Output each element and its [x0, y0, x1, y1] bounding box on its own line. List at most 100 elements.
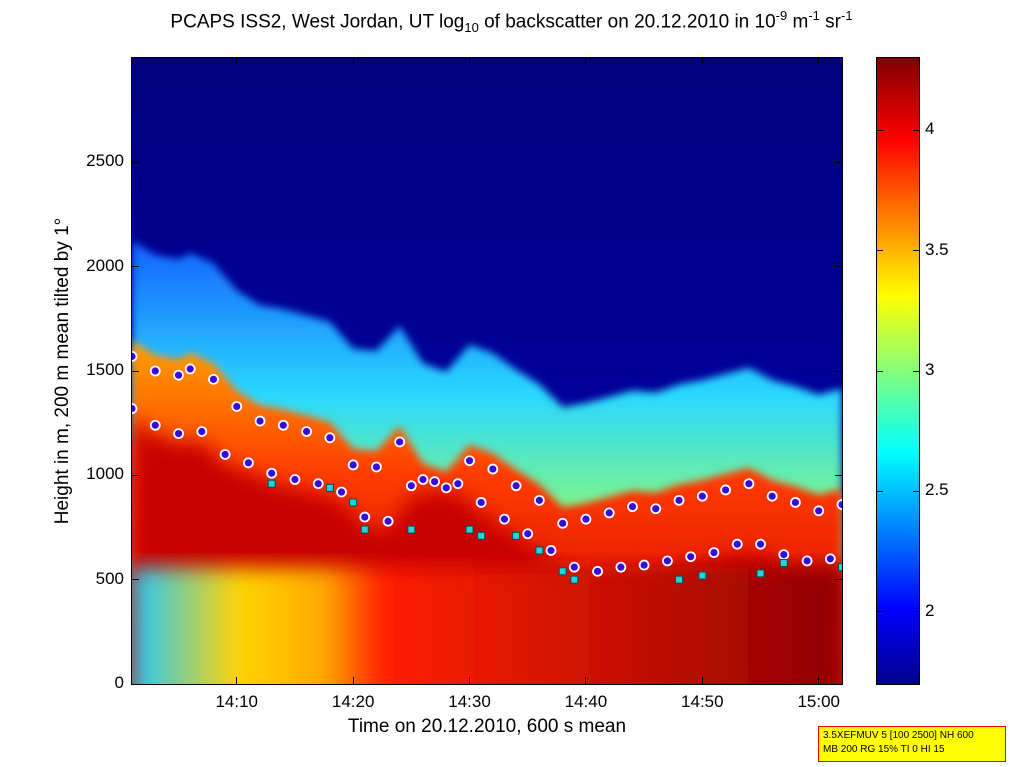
colorbar-tick-label: 2	[925, 600, 935, 620]
colorbar-tick	[877, 129, 883, 131]
series-2-point	[219, 449, 231, 460]
series-2-point	[242, 457, 254, 469]
x-tick-label: 14:50	[681, 692, 724, 711]
series-1-point	[696, 490, 708, 502]
y-tick-label: 1000	[86, 464, 124, 484]
x-tick-top	[818, 58, 820, 65]
series-1-point	[720, 484, 732, 496]
series-1-point	[836, 499, 842, 510]
series-2-point	[638, 559, 650, 571]
series-1-point	[324, 432, 336, 444]
y-tick-label: 0	[114, 673, 124, 692]
series-3-point	[465, 525, 474, 534]
x-tick-top	[236, 58, 238, 65]
x-tick	[585, 677, 587, 684]
y-tick-right	[835, 266, 842, 268]
colorbar-tick-label: 3.5	[925, 239, 949, 259]
series-1-point	[766, 490, 778, 502]
y-tick	[132, 266, 139, 268]
series-2-point	[266, 467, 278, 479]
series-2-point	[755, 538, 766, 550]
series-3-point	[349, 498, 358, 507]
series-2-point	[662, 555, 673, 567]
series-3-point	[535, 546, 544, 555]
series-1-point	[440, 482, 452, 494]
series-2-point	[359, 511, 371, 523]
series-2-point	[149, 419, 161, 431]
y-tick-label: 1500	[86, 360, 124, 379]
series-2-point	[568, 561, 580, 573]
series-2-point	[196, 426, 208, 437]
x-tick-label: 14:10	[215, 692, 259, 711]
series-1-point	[580, 513, 592, 525]
series-1-point	[673, 494, 685, 506]
series-2-point	[132, 403, 138, 414]
colorbar	[877, 58, 919, 684]
series-1-point	[184, 363, 196, 375]
series-2-point	[452, 478, 464, 490]
x-tick-label: 14:40	[564, 692, 608, 711]
series-2-point	[336, 486, 347, 498]
colorbar-tick-label: 4	[925, 119, 935, 139]
x-tick	[236, 677, 238, 684]
y-tick-label: 2500	[86, 151, 124, 171]
x-tick	[469, 677, 471, 684]
info-box: 3.5XEFMUV 5 [100 2500] NH 600 MB 200 RG …	[818, 726, 1006, 762]
x-tick-top	[469, 58, 471, 65]
series-2-point	[545, 545, 557, 556]
colorbar-tick-right	[913, 370, 919, 372]
series-3-point	[360, 525, 369, 534]
y-tick-label: 2000	[86, 255, 124, 275]
series-1-point	[277, 419, 289, 431]
series-1-point	[417, 474, 429, 485]
x-tick	[352, 677, 354, 684]
series-3-point	[756, 569, 765, 578]
series-1-point	[254, 415, 266, 427]
series-2-point	[708, 547, 720, 558]
y-tick-label: 500	[95, 568, 124, 588]
series-3-point	[779, 558, 788, 567]
series-1-point	[487, 463, 499, 475]
y-tick	[132, 683, 139, 685]
colorbar-tick-label: 3	[925, 360, 935, 379]
x-axis-label: Time on 20.12.2010, 600 s mean	[347, 716, 627, 737]
series-1-point	[510, 480, 522, 492]
x-tick-label: 14:30	[448, 692, 491, 711]
series-2-point	[289, 474, 301, 485]
surface-layer	[132, 567, 842, 684]
series-2-point	[499, 513, 510, 525]
series-1-point	[173, 369, 184, 381]
series-1-point	[813, 505, 825, 517]
series-1-point	[371, 461, 382, 473]
series-1-point	[132, 350, 138, 362]
series-1-point	[301, 426, 312, 437]
colorbar-tick	[877, 611, 883, 613]
info-line-1: 3.5XEFMUV 5 [100 2500] NH 600	[823, 730, 974, 741]
colorbar-tick-label: 2.5	[925, 480, 949, 500]
series-2-point	[685, 551, 697, 563]
series-1-point	[557, 517, 569, 529]
series-3-point	[325, 483, 334, 492]
y-tick-right	[835, 370, 842, 372]
series-1-point	[790, 497, 801, 508]
series-1-point	[533, 494, 545, 506]
y-tick	[132, 474, 139, 476]
series-1-point	[394, 436, 406, 448]
series-2-point	[522, 528, 534, 540]
series-3-point	[558, 567, 567, 576]
series-3-point	[267, 479, 276, 488]
x-tick-label: 15:00	[797, 692, 840, 711]
series-3-point	[838, 563, 842, 572]
colorbar-tick-right	[913, 129, 919, 131]
colorbar-tick-right	[913, 250, 919, 252]
x-tick-top	[585, 58, 587, 65]
series-2-point	[801, 555, 813, 567]
series-1-point	[347, 459, 359, 471]
x-tick-top	[352, 58, 354, 65]
colorbar-tick-right	[913, 611, 919, 613]
series-2-point	[173, 428, 184, 440]
x-tick-label: 14:20	[331, 692, 375, 711]
series-1-point	[208, 373, 219, 385]
info-line-2: MB 200 RG 15% TI 0 HI 15	[823, 744, 945, 755]
colorbar-tick	[877, 250, 883, 252]
